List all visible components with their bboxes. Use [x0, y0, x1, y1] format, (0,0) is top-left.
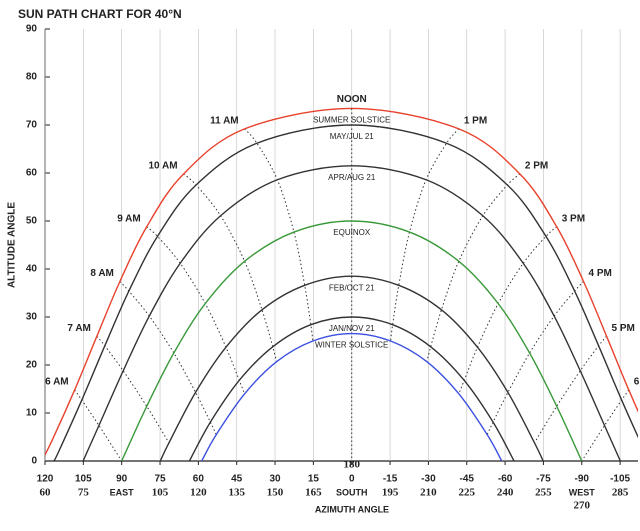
hour-line: [146, 226, 246, 394]
x-tick-label: -90: [575, 474, 590, 485]
hour-line: [581, 389, 630, 461]
sun-path-label: WINTER SOLSTICE: [315, 341, 388, 350]
x-tick-label: -75: [536, 474, 551, 485]
hour-label: 11 AM: [210, 115, 239, 126]
hour-line: [96, 335, 170, 444]
bearing-label: 225: [458, 487, 475, 499]
hour-label: 2 PM: [525, 161, 548, 172]
x-tick-label: 15: [308, 474, 320, 485]
sun-path-label: FEB/OCT 21: [329, 283, 375, 292]
y-tick-label: 40: [26, 264, 38, 275]
y-tick-label: 20: [26, 360, 38, 371]
plot-area: [45, 107, 638, 461]
bearing-label: 150: [267, 487, 284, 499]
x-axis-label: AZIMUTH ANGLE: [315, 504, 389, 514]
sun-path-label: SUMMER SOLSTICE: [313, 116, 390, 125]
x-tick-label: 60: [193, 474, 205, 485]
hour-label: 10 AM: [148, 161, 177, 172]
noon-label: NOON: [337, 94, 367, 105]
compass-label: WEST: [569, 487, 596, 497]
y-tick-label: 10: [26, 408, 38, 419]
bearing-label: 135: [228, 487, 245, 499]
bearing-label: 255: [535, 487, 552, 499]
x-tick-label: 120: [37, 474, 54, 485]
hour-label: 3 PM: [562, 213, 585, 224]
hour-line: [534, 335, 607, 444]
hour-label: 6 AM: [45, 377, 69, 388]
hour-line: [244, 128, 314, 342]
bearing-label: 60: [40, 487, 52, 499]
y-tick-label: 30: [26, 312, 38, 323]
x-tick-label: -60: [498, 474, 513, 485]
sun-path: [121, 220, 583, 461]
bearing-label: 120: [190, 487, 207, 499]
y-tick-label: 80: [26, 72, 38, 83]
bearing-label: 270: [574, 500, 591, 512]
x-tick-label: 0: [349, 474, 355, 485]
compass-label: SOUTH: [336, 487, 368, 497]
bearing-label: 285: [612, 487, 629, 499]
sun-path-label: JAN/NOV 21: [329, 324, 375, 333]
hour-label: 8 AM: [90, 268, 114, 279]
bearing-label: 180: [343, 459, 360, 471]
bearing-label: 210: [420, 487, 437, 499]
sun-path: [82, 165, 622, 461]
y-tick-label: 70: [26, 120, 38, 131]
hour-label: 9 AM: [117, 213, 141, 224]
hour-line: [458, 226, 558, 394]
x-tick-label: -30: [421, 474, 436, 485]
sun-path: [188, 316, 515, 461]
bearing-label: 75: [78, 487, 90, 499]
y-tick-label: 60: [26, 168, 38, 179]
sun-path: [53, 124, 638, 461]
x-tick-label: 75: [154, 474, 166, 485]
hour-label: 6: [634, 377, 640, 388]
bearing-label: 105: [152, 487, 169, 499]
y-axis-label: ALTITUDE ANGLE: [7, 202, 18, 288]
x-tick-label: 45: [231, 474, 243, 485]
hour-label: 5 PM: [612, 323, 635, 334]
x-tick-label: -105: [610, 474, 630, 485]
hour-label: 4 PM: [589, 268, 612, 279]
hour-label: 7 AM: [67, 323, 91, 334]
hour-label: 1 PM: [464, 115, 487, 126]
hour-line: [119, 281, 217, 435]
x-tick-label: -15: [383, 474, 398, 485]
hour-line: [74, 389, 123, 461]
x-tick-label: -45: [460, 474, 475, 485]
sun-path-label: EQUINOX: [333, 228, 371, 237]
y-tick-label: 90: [26, 24, 38, 35]
bearing-label: 165: [305, 487, 322, 499]
chart-title: SUN PATH CHART FOR 40°N: [18, 7, 182, 21]
bearing-label: 240: [497, 487, 514, 499]
hour-line: [183, 173, 278, 362]
hour-line: [426, 173, 521, 362]
bearing-label: 195: [382, 487, 399, 499]
x-tick-label: 90: [116, 474, 128, 485]
compass-label: EAST: [110, 487, 135, 497]
y-tick-label: 0: [31, 456, 37, 467]
sun-path-label: APR/AUG 21: [328, 173, 376, 182]
y-tick-label: 50: [26, 216, 38, 227]
sun-path: [201, 332, 503, 461]
sun-path-label: MAY/JUL 21: [330, 132, 375, 141]
x-tick-label: 30: [269, 474, 281, 485]
sun-path: [159, 275, 544, 461]
x-tick-label: 105: [75, 474, 92, 485]
hour-line: [390, 128, 460, 342]
hour-line: [486, 281, 584, 435]
